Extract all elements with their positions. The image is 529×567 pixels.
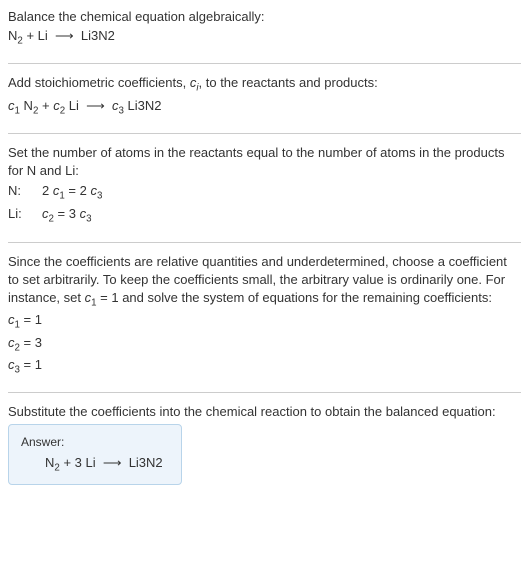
atom-eq-label: Li:	[8, 204, 28, 224]
section-answer: Substitute the coefficients into the che…	[8, 399, 521, 493]
atom-eq-label: N:	[8, 181, 28, 201]
atom-eq-row: N: 2 c1 = 2 c3	[8, 181, 521, 204]
atom-balance-intro: Set the number of atoms in the reactants…	[8, 144, 521, 180]
answer-intro: Substitute the coefficients into the che…	[8, 403, 521, 421]
atom-eq: 2 c1 = 2 c3	[42, 181, 102, 204]
solve-intro: Since the coefficients are relative quan…	[8, 253, 521, 311]
section-balance-intro: Balance the chemical equation algebraica…	[8, 4, 521, 57]
section-solve: Since the coefficients are relative quan…	[8, 249, 521, 386]
section-atom-balance: Set the number of atoms in the reactants…	[8, 140, 521, 236]
atom-eq-row: Li: c2 = 3 c3	[8, 204, 521, 227]
divider	[8, 63, 521, 64]
answer-box: Answer: N2 + 3 Li ⟶ Li3N2	[8, 424, 182, 485]
coef-eq: c2 = 3	[8, 334, 521, 355]
atom-eq: c2 = 3 c3	[42, 204, 92, 227]
divider	[8, 242, 521, 243]
coef-eq: c1 = 1	[8, 311, 521, 332]
divider	[8, 133, 521, 134]
divider	[8, 392, 521, 393]
coef-eq: c3 = 1	[8, 356, 521, 377]
stoich-equation: c1 N2 + c2 Li ⟶ c3 Li3N2	[8, 97, 521, 118]
balanced-equation: N2 + 3 Li ⟶ Li3N2	[21, 455, 163, 474]
section-stoich: Add stoichiometric coefficients, ci, to …	[8, 70, 521, 126]
unbalanced-equation: N2 + Li ⟶ Li3N2	[8, 27, 521, 48]
stoich-intro: Add stoichiometric coefficients, ci, to …	[8, 74, 521, 95]
answer-label: Answer:	[21, 435, 163, 449]
intro-text: Balance the chemical equation algebraica…	[8, 8, 521, 26]
